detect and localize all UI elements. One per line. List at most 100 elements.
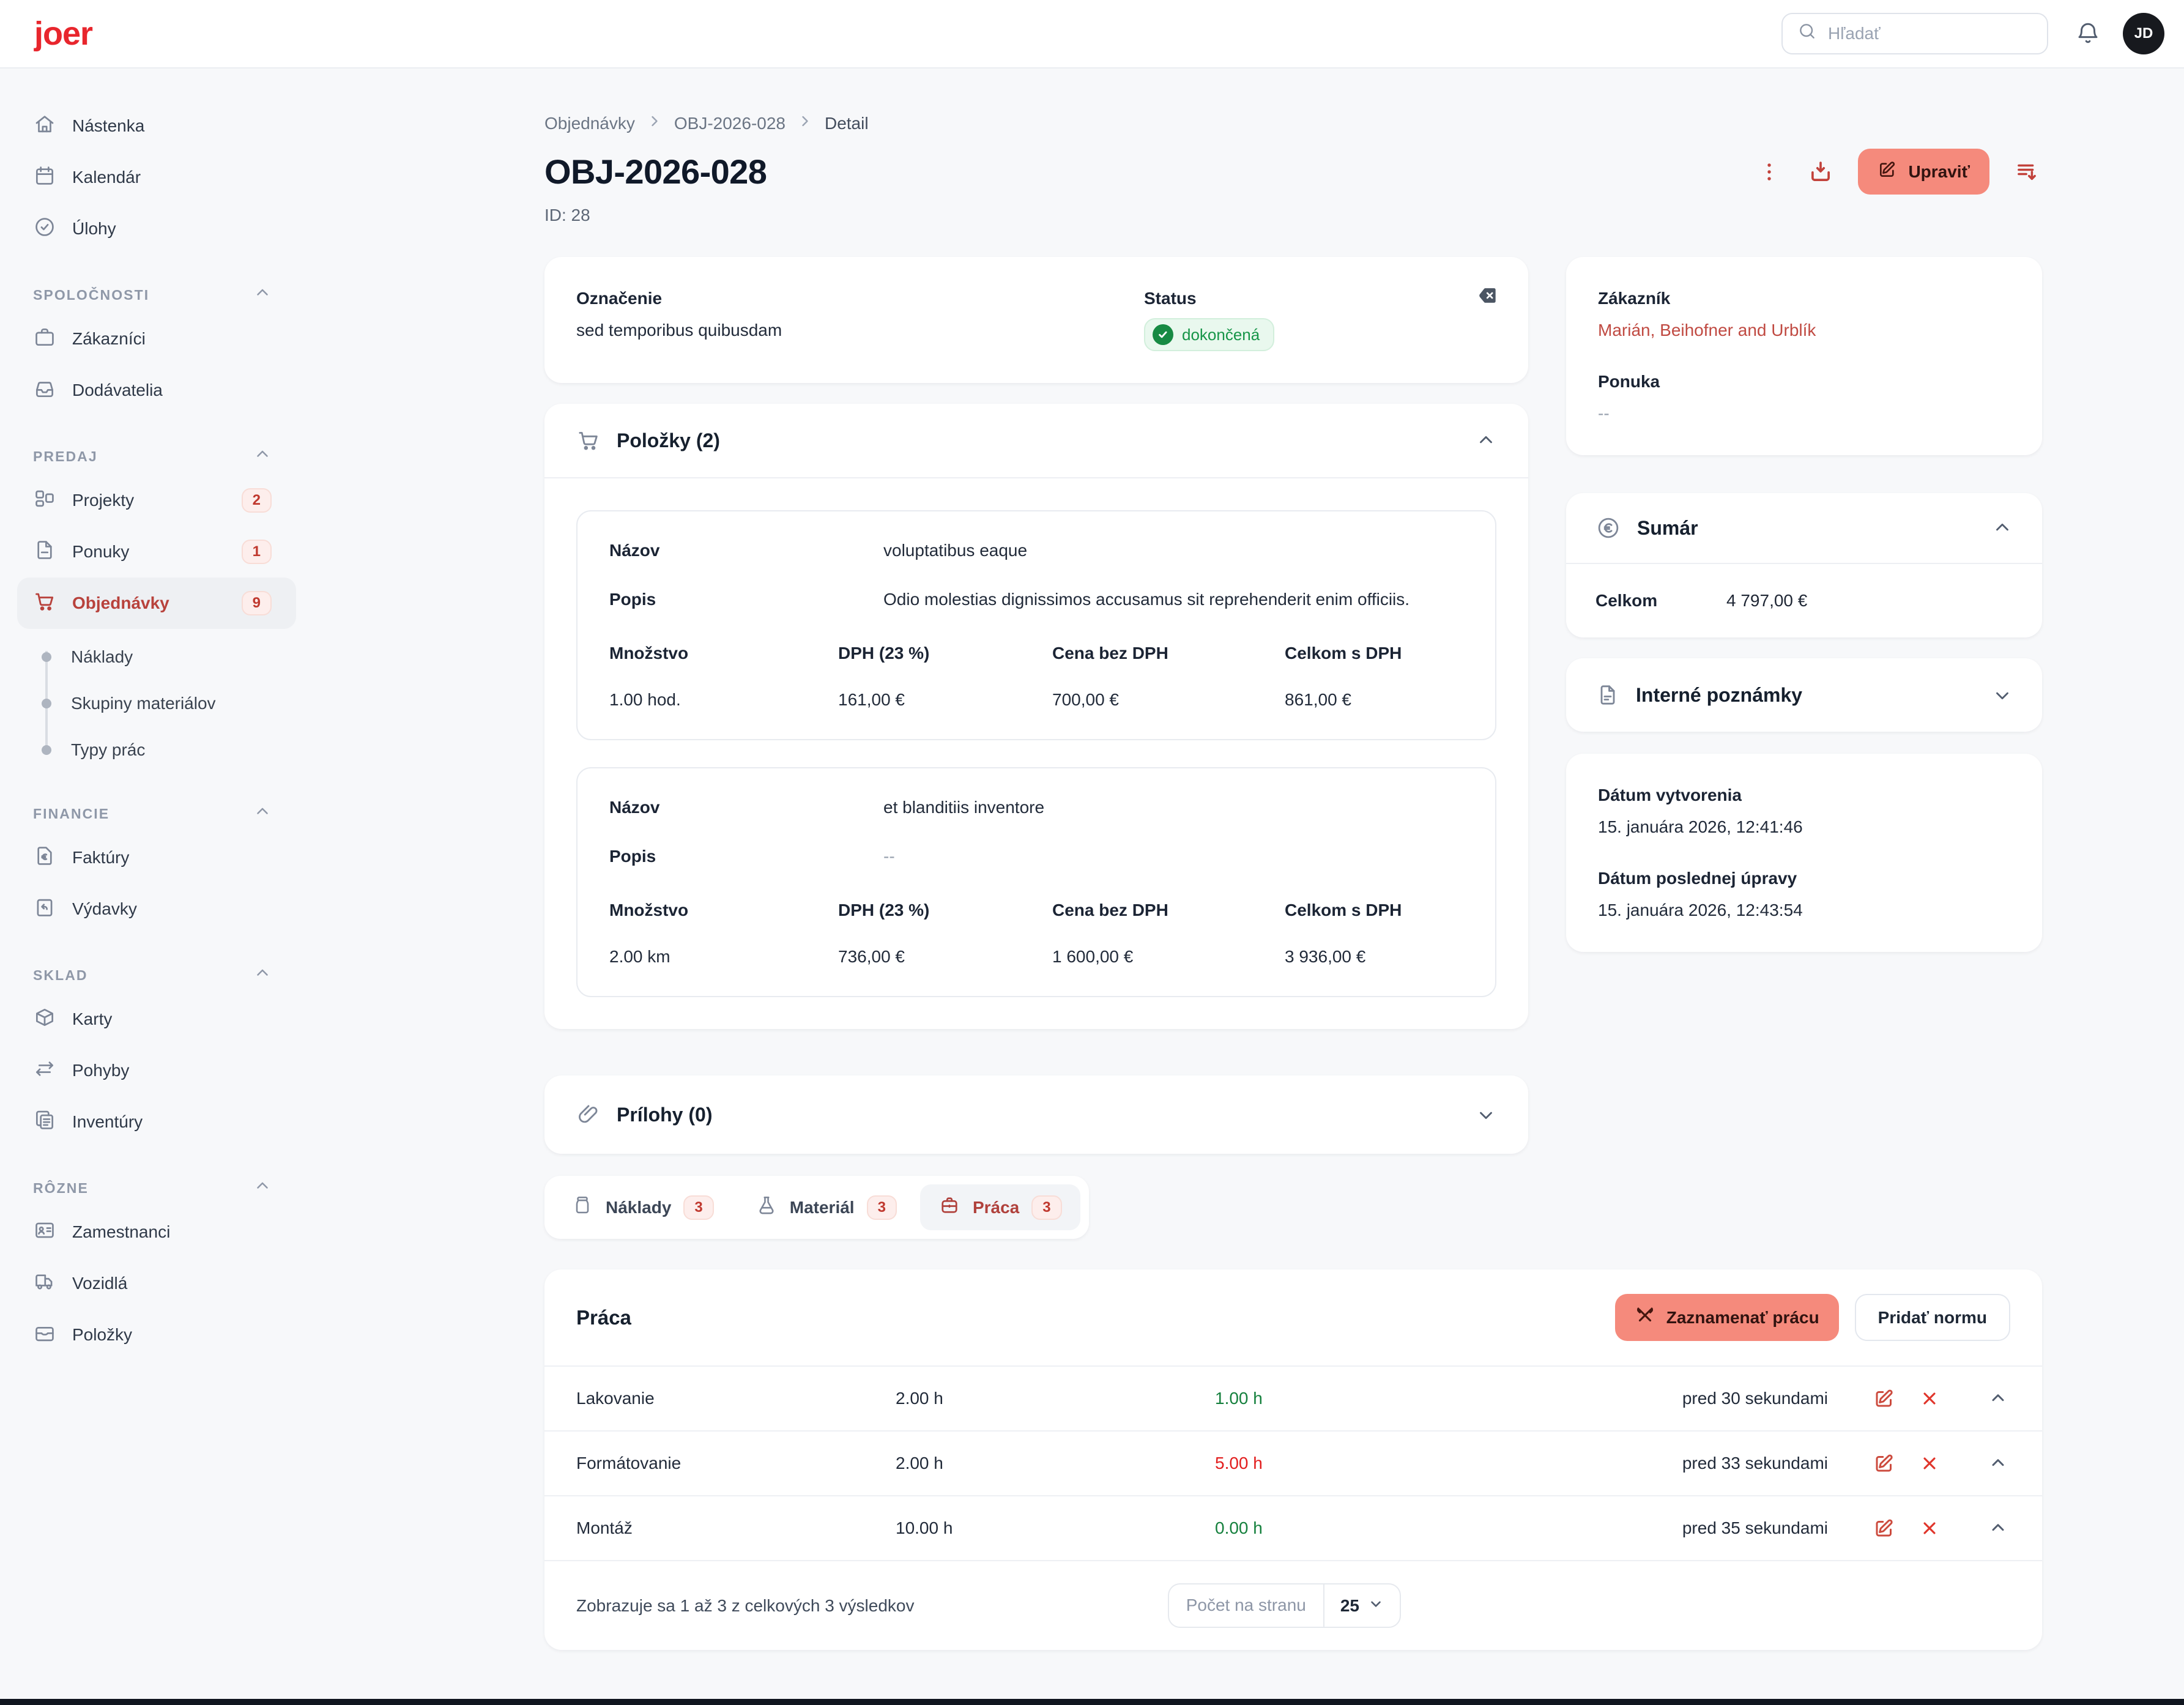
table-footer: Zobrazuje sa 1 až 3 z celkových 3 výsled… [544, 1560, 2042, 1650]
sidebar-item-ulohy[interactable]: Úlohy [0, 203, 313, 254]
item-1-price-net: 700,00 € [1052, 690, 1119, 709]
sidebar-item-inventury[interactable]: Inventúry [0, 1096, 313, 1148]
row-chevron-up-icon[interactable] [1986, 1516, 2010, 1540]
notifications-bell-icon[interactable] [2075, 21, 2101, 46]
sidebar-item-zamestnanci[interactable]: Zamestnanci [0, 1206, 313, 1258]
sidebar-item-polozky[interactable]: Položky [0, 1309, 313, 1361]
total-value: 4 797,00 € [1726, 591, 1808, 610]
sidebar-item-vozidla[interactable]: Vozidlá [0, 1258, 313, 1309]
work-row-lakovanie: Lakovanie 2.00 h 1.00 h pred 30 sekundam… [544, 1365, 2042, 1430]
collapse-chevron-up-icon[interactable] [1476, 430, 1496, 451]
cart-icon [576, 428, 601, 453]
work-planned-hours: 2.00 h [896, 1389, 943, 1408]
archive-box-icon [33, 1321, 56, 1349]
delete-row-icon[interactable] [1917, 1516, 1942, 1540]
playlist-download-icon[interactable] [2011, 157, 2042, 187]
tab-praca[interactable]: Práca 3 [919, 1184, 1080, 1230]
edit-row-icon[interactable] [1871, 1450, 1898, 1477]
expand-chevron-down-icon[interactable] [1992, 685, 2013, 705]
sidebar-item-nastenka[interactable]: Nástenka [0, 100, 313, 152]
sidebar-subitem-skupiny-materialov[interactable]: Skupiny materiálov [0, 680, 313, 727]
work-actual-hours: 0.00 h [1215, 1518, 1263, 1537]
download-icon[interactable] [1805, 157, 1836, 187]
row-chevron-up-icon[interactable] [1986, 1451, 2010, 1476]
tab-naklady[interactable]: Náklady 3 [553, 1184, 732, 1230]
sidebar-item-objednavky[interactable]: Objednávky 9 [17, 578, 296, 629]
tab-material-count: 3 [866, 1195, 897, 1220]
inbox-download-icon [33, 377, 56, 404]
edit-row-icon[interactable] [1871, 1385, 1898, 1412]
sidebar-section-sklad[interactable]: SKLAD [33, 964, 272, 986]
brand-logo: joer [34, 15, 93, 52]
item-2-vat: 736,00 € [838, 947, 905, 966]
collapse-chevron-up-icon[interactable] [1992, 518, 2013, 538]
add-norm-button[interactable]: Pridať normu [1854, 1294, 2010, 1341]
created-date: 15. januára 2026, 12:41:46 [1598, 817, 1803, 836]
sidebar-item-dodavatelia[interactable]: Dodávatelia [0, 365, 313, 416]
work-time-ago: pred 35 sekundami [1682, 1518, 1828, 1537]
edit-pencil-icon [1878, 160, 1897, 184]
check-circle-icon [33, 215, 56, 243]
sidebar-subitem-typy-prac[interactable]: Typy prác [0, 727, 313, 773]
item-2-total: 3 936,00 € [1285, 947, 1366, 966]
item-2-price-net: 1 600,00 € [1052, 947, 1134, 966]
edit-button[interactable]: Upraviť [1858, 149, 1989, 195]
sidebar-section-predaj[interactable]: PREDAJ [33, 445, 272, 467]
customer-link[interactable]: Marián, Beihofner and Urblík [1598, 321, 1816, 340]
sidebar-item-kalendar[interactable]: Kalendár [0, 152, 313, 203]
attachments-card: Prílohy (0) [544, 1075, 1528, 1154]
attachments-title: Prílohy (0) [617, 1103, 713, 1126]
delete-row-icon[interactable] [1917, 1451, 1942, 1476]
sidebar-section-spolocnosti[interactable]: SPOLOČNOSTI [33, 284, 272, 306]
user-avatar[interactable]: JD [2123, 13, 2164, 54]
sidebar-item-pohyby[interactable]: Pohyby [0, 1045, 313, 1096]
delete-row-icon[interactable] [1917, 1386, 1942, 1411]
edit-row-icon[interactable] [1871, 1515, 1898, 1542]
breadcrumb-order[interactable]: OBJ-2026-028 [674, 113, 786, 133]
euro-circle-icon [1595, 515, 1621, 541]
sidebar: Nástenka Kalendár Úlohy SPOLOČNOSTI Záka… [0, 69, 313, 1699]
work-name: Montáž [576, 1518, 633, 1537]
record-work-button[interactable]: Zaznamenať prácu [1614, 1294, 1839, 1341]
customer-card: Zákazník Marián, Beihofner and Urblík Po… [1566, 257, 2042, 455]
global-search[interactable] [1781, 13, 2048, 54]
status-badge: dokončená [1144, 318, 1275, 351]
sidebar-item-ponuky[interactable]: Ponuky 1 [0, 526, 313, 578]
calendar-icon [33, 164, 56, 191]
per-page-select[interactable]: Počet na stranu 25 [1167, 1583, 1401, 1628]
sidebar-section-rozne[interactable]: RÔZNE [33, 1177, 272, 1199]
tab-material[interactable]: Materiál 3 [737, 1184, 915, 1230]
sidebar-subitem-naklady[interactable]: Náklady [0, 634, 313, 680]
clear-status-icon[interactable] [1474, 284, 1501, 307]
sidebar-item-projekty[interactable]: Projekty 2 [0, 475, 313, 526]
breadcrumb: Objednávky OBJ-2026-028 Detail [544, 113, 2042, 134]
arrows-left-right-icon [33, 1057, 56, 1085]
check-icon [1153, 324, 1173, 345]
chevron-up-icon [253, 964, 272, 986]
breadcrumb-detail: Detail [824, 113, 869, 133]
expand-chevron-down-icon[interactable] [1476, 1104, 1496, 1125]
sidebar-item-zakaznici[interactable]: Zákazníci [0, 313, 313, 365]
search-icon [1797, 21, 1817, 46]
sidebar-section-financie[interactable]: FINANCIE [33, 803, 272, 825]
work-actual-hours: 1.00 h [1215, 1389, 1263, 1408]
receipt-refund-icon [33, 896, 56, 923]
main-content: Objednávky OBJ-2026-028 Detail OBJ-2026-… [313, 69, 2184, 1699]
breadcrumb-objednavky[interactable]: Objednávky [544, 113, 635, 133]
sidebar-item-karty[interactable]: Karty [0, 994, 313, 1045]
objednavky-subtree: Náklady Skupiny materiálov Typy prác [0, 634, 313, 773]
work-planned-hours: 10.00 h [896, 1518, 953, 1537]
sidebar-item-vydavky[interactable]: Výdavky [0, 883, 313, 935]
item-1-description: Odio molestias dignissimos accusamus sit… [883, 590, 1410, 609]
row-chevron-up-icon[interactable] [1986, 1386, 2010, 1411]
search-input[interactable] [1828, 24, 2032, 43]
kebab-menu-icon[interactable] [1755, 158, 1783, 186]
work-row-montaz: Montáž 10.00 h 0.00 h pred 35 sekundami [544, 1495, 2042, 1560]
sidebar-item-faktury[interactable]: Faktúry [0, 832, 313, 883]
status-field: Status dokončená [1144, 289, 1496, 351]
ponuky-count-badge: 1 [241, 540, 272, 564]
chevron-up-icon [253, 803, 272, 825]
truck-icon [33, 1270, 56, 1298]
tab-naklady-count: 3 [683, 1195, 714, 1220]
